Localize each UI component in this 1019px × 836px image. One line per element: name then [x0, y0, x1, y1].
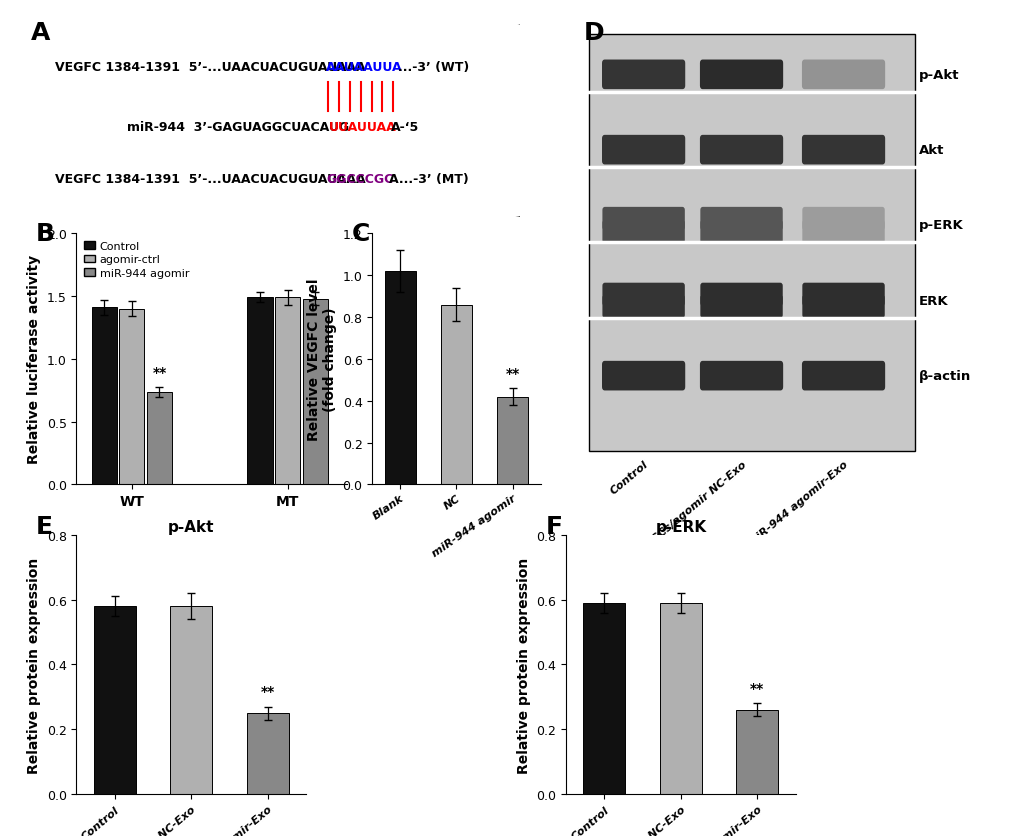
- Bar: [170, 606, 212, 794]
- Text: **: **: [750, 681, 763, 696]
- FancyBboxPatch shape: [802, 207, 883, 231]
- Text: GSCs/miR-944 agomir-Exo: GSCs/miR-944 agomir-Exo: [718, 459, 849, 571]
- Legend: Control, agomir-ctrl, miR-944 agomir: Control, agomir-ctrl, miR-944 agomir: [82, 240, 192, 281]
- Text: E: E: [36, 514, 53, 538]
- FancyBboxPatch shape: [602, 207, 684, 231]
- FancyBboxPatch shape: [700, 221, 782, 244]
- Bar: [303, 299, 328, 485]
- FancyBboxPatch shape: [601, 60, 685, 90]
- Text: p-Akt: p-Akt: [918, 69, 959, 82]
- Y-axis label: Relative luciferase activity: Relative luciferase activity: [28, 255, 41, 464]
- Bar: [736, 710, 777, 794]
- Text: VEGFC 1384-1391  5’-...UAACUACUGUAUAAA: VEGFC 1384-1391 5’-...UAACUACUGUAUAAA: [55, 172, 366, 186]
- Text: ...-3’ (WT): ...-3’ (WT): [397, 61, 469, 74]
- Bar: [248, 298, 272, 485]
- Text: **: **: [261, 685, 274, 699]
- Text: B: B: [36, 222, 55, 246]
- Bar: [119, 309, 145, 485]
- Text: A...-3’ (MT): A...-3’ (MT): [389, 172, 469, 186]
- Bar: [147, 392, 172, 485]
- Text: VEGFC 1384-1391  5’-...UAACUACUGUAUAAA: VEGFC 1384-1391 5’-...UAACUACUGUAUAAA: [55, 61, 366, 74]
- Y-axis label: Relative protein expression: Relative protein expression: [517, 557, 530, 772]
- FancyBboxPatch shape: [602, 283, 684, 307]
- Bar: [275, 298, 300, 485]
- Text: C: C: [352, 222, 370, 246]
- FancyBboxPatch shape: [588, 35, 914, 451]
- Text: ERK: ERK: [918, 294, 948, 308]
- FancyBboxPatch shape: [699, 135, 783, 166]
- Text: **: **: [152, 365, 166, 380]
- FancyBboxPatch shape: [699, 60, 783, 90]
- FancyBboxPatch shape: [700, 207, 782, 231]
- FancyBboxPatch shape: [801, 60, 884, 90]
- Text: F: F: [545, 514, 562, 538]
- Bar: [659, 603, 701, 794]
- FancyBboxPatch shape: [801, 135, 884, 166]
- Text: D: D: [583, 21, 603, 45]
- FancyBboxPatch shape: [700, 295, 782, 319]
- FancyBboxPatch shape: [601, 135, 685, 166]
- Title: p-Akt: p-Akt: [168, 519, 214, 534]
- Text: p-ERK: p-ERK: [918, 219, 963, 232]
- Text: miR-944  3’-GAGUAGGCUACAUG: miR-944 3’-GAGUAGGCUACAUG: [127, 120, 348, 134]
- Y-axis label: Relative VEGFC level
(fold change): Relative VEGFC level (fold change): [307, 278, 336, 441]
- FancyBboxPatch shape: [700, 283, 782, 307]
- FancyBboxPatch shape: [801, 361, 884, 391]
- Bar: [496, 397, 528, 485]
- FancyBboxPatch shape: [601, 361, 685, 391]
- FancyBboxPatch shape: [802, 283, 883, 307]
- Text: β-actin: β-actin: [918, 370, 970, 383]
- Text: **: **: [505, 366, 519, 380]
- FancyBboxPatch shape: [602, 295, 684, 319]
- FancyBboxPatch shape: [602, 221, 684, 244]
- Text: Control: Control: [607, 459, 649, 496]
- Text: GSCs/agomir NC-Exo: GSCs/agomir NC-Exo: [643, 459, 747, 549]
- Bar: [583, 603, 625, 794]
- Bar: [247, 713, 288, 794]
- Text: A-‘5: A-‘5: [390, 120, 419, 134]
- Text: A: A: [31, 21, 50, 45]
- Bar: [384, 272, 416, 485]
- Text: AAUAAUUA: AAUAAUUA: [326, 61, 403, 74]
- Title: p-ERK: p-ERK: [654, 519, 706, 534]
- FancyBboxPatch shape: [802, 295, 883, 319]
- Bar: [440, 305, 472, 485]
- FancyBboxPatch shape: [32, 23, 525, 219]
- Text: GGCCCGC: GGCCCGC: [326, 172, 393, 186]
- FancyBboxPatch shape: [802, 221, 883, 244]
- Bar: [92, 308, 116, 485]
- FancyBboxPatch shape: [699, 361, 783, 391]
- Bar: [94, 606, 136, 794]
- Y-axis label: Relative protein expression: Relative protein expression: [28, 557, 41, 772]
- Text: UUAUUAA: UUAUUAA: [328, 120, 395, 134]
- Text: Akt: Akt: [918, 144, 944, 157]
